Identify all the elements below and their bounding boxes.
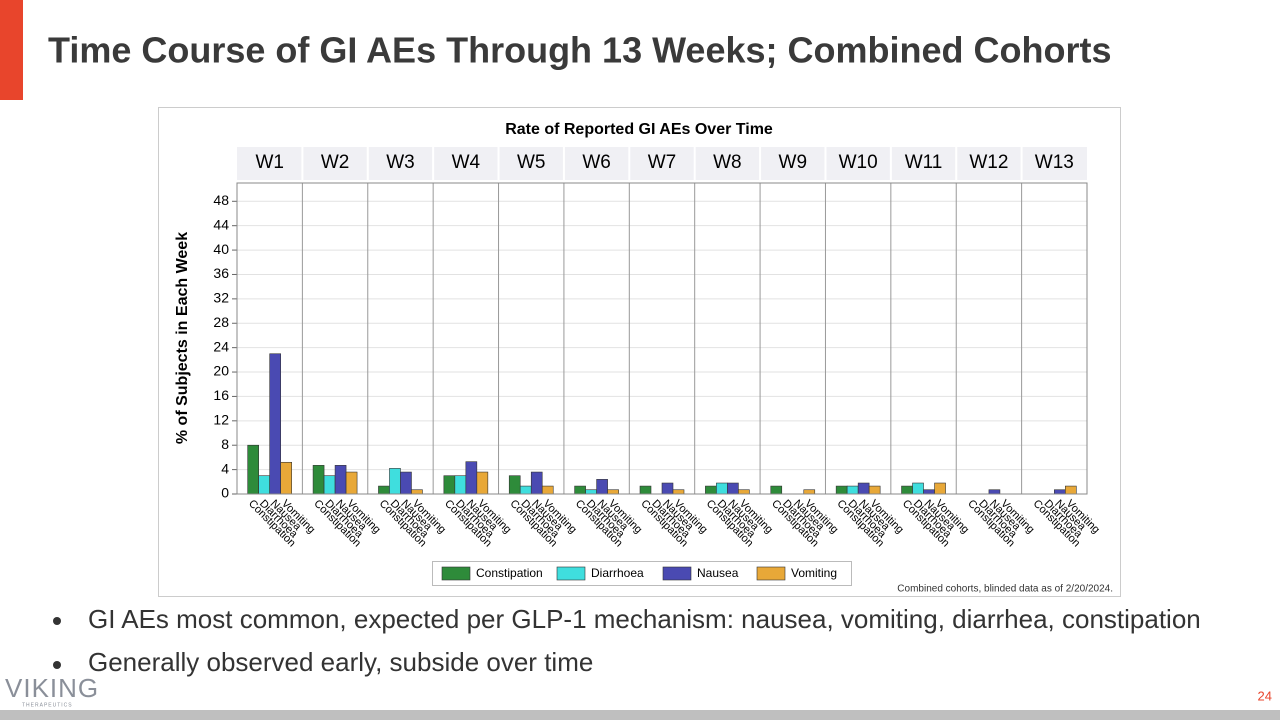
bar: [596, 479, 608, 495]
panel-label: W5: [517, 152, 546, 173]
bar: [323, 475, 336, 495]
bar: [400, 471, 412, 495]
legend-label: Vomiting: [791, 566, 837, 580]
panel-label: W2: [321, 152, 350, 173]
bar: [738, 489, 750, 495]
bar: [378, 485, 390, 495]
bar: [770, 485, 783, 495]
bar: [280, 461, 292, 495]
bar: [312, 465, 325, 495]
panel-label: W6: [582, 152, 611, 173]
bar: [443, 475, 456, 495]
y-tick-label: 28: [213, 314, 229, 330]
y-tick-label: 44: [213, 216, 229, 232]
legend-swatch: [662, 566, 692, 581]
panel-label: W9: [779, 152, 808, 173]
bar: [912, 482, 924, 495]
bar: [846, 485, 859, 495]
legend-label: Constipation: [476, 566, 543, 580]
footnote: Combined cohorts, blinded data as of 2/2…: [897, 584, 1113, 595]
bullet-dot: [53, 661, 61, 669]
bar: [835, 485, 848, 495]
bar: [585, 489, 597, 495]
y-tick-label: 24: [213, 338, 229, 354]
bar: [727, 482, 739, 495]
bar: [868, 485, 881, 495]
bar: [934, 482, 946, 495]
panel-label: W7: [648, 152, 677, 173]
bar: [269, 353, 281, 495]
slide-title: Time Course of GI AEs Through 13 Weeks; …: [48, 30, 1111, 71]
page-number: 24: [1258, 688, 1272, 703]
bullet-text: Generally observed early, subside over t…: [88, 647, 593, 677]
bar: [857, 482, 870, 495]
y-axis-title: % of Subjects in Each Week: [174, 232, 191, 444]
bar: [574, 485, 586, 495]
chart-title: Rate of Reported GI AEs Over Time: [505, 121, 773, 138]
logo-name: VIKING: [5, 673, 99, 703]
bar: [803, 489, 816, 495]
y-tick-label: 12: [213, 412, 229, 428]
legend-swatch: [556, 566, 586, 581]
chart-frame: [158, 107, 1121, 597]
y-tick-label: 40: [213, 241, 229, 257]
y-tick-label: 36: [213, 265, 229, 281]
bullet-dot: [53, 617, 61, 625]
y-tick-label: 8: [221, 436, 229, 452]
legend-swatch: [756, 566, 786, 581]
y-tick-label: 20: [213, 363, 229, 379]
bullet-text: GI AEs most common, expected per GLP-1 m…: [88, 604, 1201, 634]
bar: [1054, 489, 1066, 495]
bar: [519, 485, 532, 495]
panel-label: W12: [969, 152, 1008, 173]
bar: [508, 475, 521, 495]
bar: [639, 485, 652, 495]
panel-label: W4: [452, 152, 481, 173]
logo-tagline: THERAPEUTICS: [22, 702, 73, 708]
panel-label: W1: [255, 152, 284, 173]
panel-label: W10: [839, 152, 878, 173]
panel-label: W3: [386, 152, 415, 173]
legend-label: Nausea: [697, 566, 739, 580]
bar: [258, 475, 270, 495]
bar: [901, 485, 913, 495]
legend-swatch: [441, 566, 471, 581]
panel-label: W8: [713, 152, 742, 173]
bar: [247, 444, 259, 495]
footer-band: [0, 710, 1280, 720]
bar: [465, 461, 478, 495]
bar: [988, 489, 1001, 495]
bar: [672, 489, 685, 495]
bar: [389, 468, 401, 495]
bar: [661, 482, 674, 495]
bar: [476, 471, 489, 495]
y-tick-label: 48: [213, 192, 229, 208]
y-tick-label: 32: [213, 290, 229, 306]
bar: [541, 485, 554, 495]
bar: [411, 489, 423, 495]
bar: [923, 489, 935, 495]
legend-label: Diarrhoea: [591, 566, 644, 580]
bar: [607, 489, 619, 495]
y-tick-label: 16: [213, 387, 229, 403]
panel-label: W13: [1035, 152, 1074, 173]
bar: [454, 475, 467, 495]
y-tick-label: 4: [221, 460, 229, 476]
bar: [716, 482, 728, 495]
panel-header-band: [237, 147, 1087, 180]
plot-border: [236, 182, 1088, 495]
accent-bar: [0, 0, 23, 100]
bar: [705, 485, 717, 495]
bar: [334, 465, 347, 495]
bar: [345, 471, 358, 495]
bar: [530, 471, 543, 495]
y-tick-label: 0: [221, 485, 229, 501]
panel-label: W11: [905, 152, 943, 173]
bar: [1065, 485, 1077, 495]
